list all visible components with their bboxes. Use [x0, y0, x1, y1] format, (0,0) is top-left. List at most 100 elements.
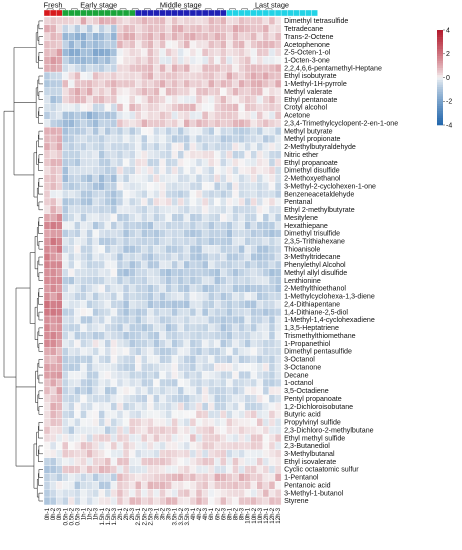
- heatmap-cell: [189, 300, 197, 309]
- heatmap-cell: [68, 426, 75, 435]
- heatmap-cell: [104, 252, 112, 262]
- legend-swatch: [437, 106, 443, 109]
- heatmap-cell: [128, 481, 136, 490]
- heatmap-cell: [262, 189, 270, 199]
- heatmap-cell: [214, 426, 221, 435]
- heatmap-cell: [49, 24, 57, 33]
- heatmap-cell: [153, 103, 160, 112]
- heatmap-cell: [128, 489, 136, 498]
- heatmap-cell: [92, 32, 99, 41]
- heatmap-cell: [141, 221, 148, 230]
- heatmap-cell: [110, 394, 118, 403]
- heatmap-cell: [226, 48, 233, 57]
- heatmap-cell: [250, 418, 257, 427]
- heatmap-cell: [207, 449, 215, 458]
- heatmap-cell: [110, 268, 118, 277]
- heatmap-cell: [189, 16, 197, 26]
- heatmap-cell: [74, 24, 81, 33]
- group-bar-cell: [43, 9, 51, 17]
- heatmap-cell: [135, 174, 142, 183]
- heatmap-cell: [256, 323, 264, 332]
- heatmap-cell: [207, 323, 215, 332]
- heatmap-cell: [250, 300, 257, 309]
- heatmap-cell: [207, 260, 215, 270]
- heatmap-cell: [207, 339, 215, 348]
- heatmap-cell: [189, 418, 197, 427]
- heatmap-cell: [147, 473, 154, 482]
- heatmap-cell: [92, 87, 99, 96]
- heatmap-cell: [244, 95, 251, 104]
- heatmap-cell: [135, 213, 142, 222]
- heatmap-cell: [98, 142, 105, 151]
- heatmap-cell: [207, 229, 215, 238]
- heatmap-cell: [214, 174, 221, 183]
- heatmap-cell: [122, 378, 130, 388]
- heatmap-cell: [98, 24, 105, 33]
- heatmap-cell: [49, 16, 57, 26]
- heatmap-cell: [256, 111, 264, 120]
- heatmap-cell: [220, 339, 227, 348]
- heatmap-cell: [183, 213, 191, 222]
- heatmap-cell: [122, 111, 130, 120]
- heatmap-cell: [147, 402, 154, 411]
- row-label: 3-Methyl-2-cyclohexen-1-one: [284, 182, 376, 190]
- heatmap-cell: [214, 229, 221, 238]
- heatmap-cell: [122, 237, 130, 246]
- legend-swatch: [437, 75, 443, 78]
- heatmap-cell: [183, 205, 191, 214]
- heatmap-cell: [189, 245, 197, 254]
- heatmap-cell: [250, 205, 257, 214]
- heatmap-cell: [183, 402, 191, 411]
- heatmap-cell: [98, 189, 105, 199]
- heatmap-cell: [171, 300, 178, 309]
- heatmap-cell: [226, 402, 233, 411]
- heatmap-cell: [147, 16, 154, 26]
- heatmap-cell: [207, 355, 215, 364]
- heatmap-cell: [256, 386, 264, 395]
- heatmap-cell: [250, 127, 257, 136]
- heatmap-cell: [74, 339, 81, 348]
- heatmap-cell: [177, 189, 185, 199]
- heatmap-cell: [110, 189, 118, 199]
- heatmap-cell: [183, 457, 191, 466]
- heatmap-cell: [238, 158, 245, 167]
- heatmap-cell: [159, 205, 166, 214]
- heatmap-cell: [262, 150, 270, 159]
- heatmap-cell: [74, 331, 81, 340]
- heatmap-cell: [226, 16, 233, 26]
- heatmap-cell: [55, 449, 63, 458]
- heatmap-cell: [244, 24, 251, 33]
- heatmap-cell: [256, 119, 264, 128]
- column-label: 1.5h-1: [99, 507, 106, 525]
- heatmap-cell: [207, 245, 215, 254]
- heatmap-cell: [86, 40, 93, 49]
- heatmap-cell: [74, 355, 81, 364]
- legend-swatch: [437, 98, 443, 102]
- heatmap-cell: [171, 433, 178, 443]
- heatmap-cell: [268, 323, 276, 332]
- heatmap-cell: [207, 292, 215, 301]
- heatmap-cell: [122, 252, 130, 262]
- heatmap-cell: [268, 355, 276, 364]
- heatmap-cell: [171, 370, 178, 380]
- heatmap-cell: [122, 150, 130, 159]
- heatmap-cell: [128, 465, 136, 474]
- heatmap-cell: [43, 276, 51, 285]
- heatmap-cell: [238, 150, 245, 159]
- heatmap-cell: [183, 158, 191, 167]
- heatmap-cell: [147, 229, 154, 238]
- heatmap-cell: [171, 441, 178, 451]
- heatmap-cell: [165, 481, 172, 490]
- heatmap-cell: [116, 433, 124, 443]
- heatmap-cell: [159, 496, 166, 506]
- heatmap-cell: [147, 410, 154, 419]
- heatmap-cell: [116, 355, 124, 364]
- heatmap-cell: [104, 134, 112, 144]
- heatmap-cell: [80, 394, 87, 403]
- heatmap-cell: [189, 127, 197, 136]
- heatmap-cell: [232, 489, 239, 498]
- heatmap-cell: [201, 111, 209, 120]
- heatmap-cell: [214, 315, 221, 325]
- heatmap-cell: [135, 79, 142, 89]
- heatmap-cell: [110, 276, 118, 285]
